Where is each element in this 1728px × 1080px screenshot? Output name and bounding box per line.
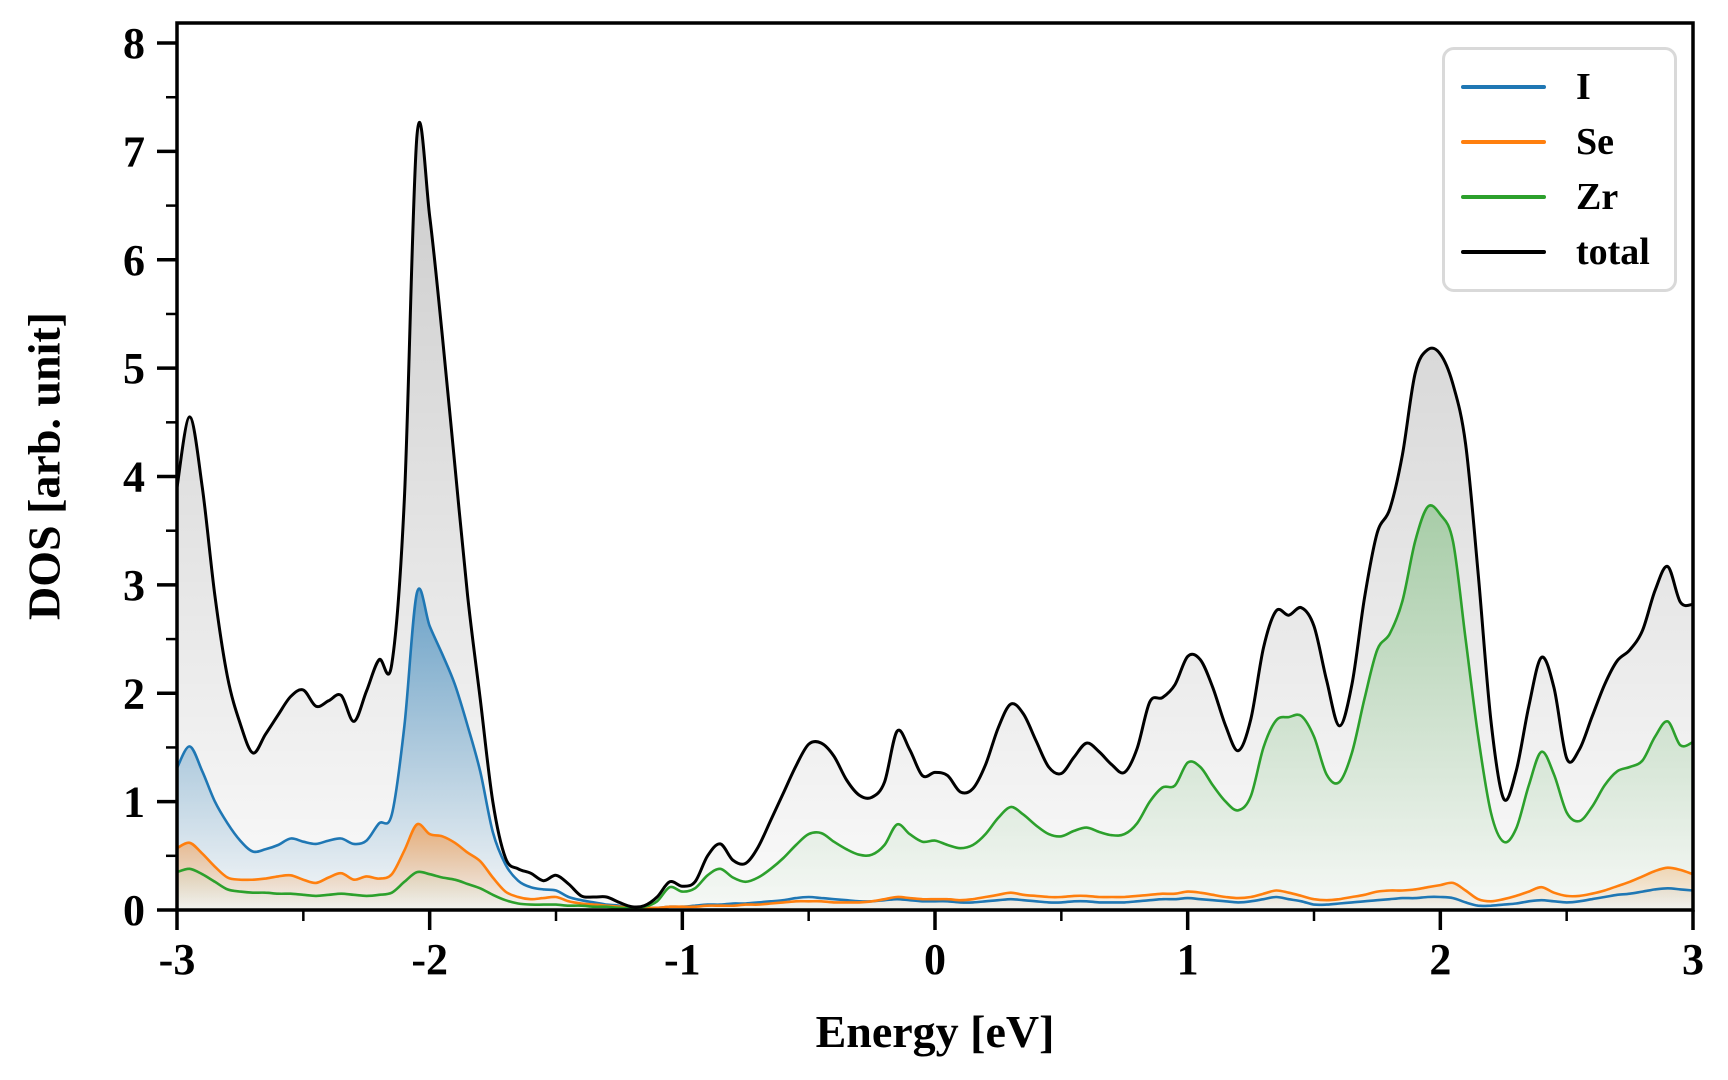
y-axis-label: DOS [arb. unit] [18,312,70,620]
y-tick-label: 5 [123,344,145,393]
x-axis-label: Energy [eV] [815,1006,1055,1057]
legend-line-sample-Zr [1461,194,1546,199]
series-line-total [177,121,1693,909]
legend-box: I Se Zr total [1442,47,1677,292]
series-line-Se [177,822,1693,910]
legend-item-I: I [1461,68,1658,106]
y-tick-label: 7 [123,127,145,176]
ticks [157,41,1695,930]
x-tick-label: 3 [1682,935,1704,984]
x-tick-label: -3 [159,935,196,984]
x-tick-label: 1 [1177,935,1199,984]
y-tick-label: 0 [123,886,145,935]
x-tick-label: 0 [924,935,946,984]
legend-line-sample-Se [1461,140,1546,145]
plot-area [177,121,1693,910]
y-tick-label: 6 [123,236,145,285]
series-fill-total [177,122,1693,910]
x-tick-label: -1 [664,935,701,984]
legend-item-Zr: Zr [1461,178,1658,216]
series-line-Zr [177,504,1693,910]
legend-line-sample-total [1461,249,1546,254]
legend-label-Zr: Zr [1576,175,1619,218]
legend-label-Se: Se [1576,121,1614,164]
y-tick-label: 8 [123,19,145,68]
legend-item-Se: Se [1461,123,1658,161]
x-tick-label: 2 [1429,935,1451,984]
x-tick-label: -2 [411,935,448,984]
y-tick-label: 4 [123,453,145,502]
y-tick-label: 1 [123,778,145,827]
legend-label-total: total [1576,230,1650,273]
y-tick-label: 3 [123,561,145,610]
legend-item-total: total [1461,233,1658,271]
legend-label-I: I [1576,66,1591,109]
series-line-I [177,587,1693,910]
legend-line-sample-I [1461,85,1546,90]
series-fill-Zr [177,505,1693,910]
y-tick-label: 2 [123,669,145,718]
